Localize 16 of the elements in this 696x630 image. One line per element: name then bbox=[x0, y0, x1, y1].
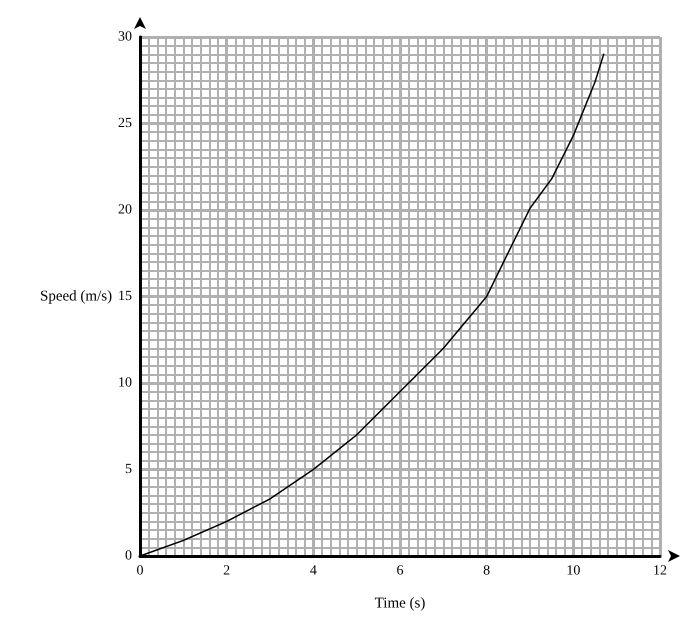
x-tick-label: 10 bbox=[566, 564, 580, 578]
y-tick-label: 25 bbox=[118, 116, 132, 131]
y-tick-label: 10 bbox=[118, 376, 132, 390]
x-tick-label: 6 bbox=[396, 564, 404, 578]
y-tick-label: 20 bbox=[118, 202, 132, 218]
x-tick-label: 0 bbox=[136, 564, 144, 578]
x-tick-label: 4 bbox=[310, 564, 317, 578]
y-tick-label: 15 bbox=[118, 289, 132, 304]
x-tick-label: 2 bbox=[223, 564, 230, 578]
x-axis-title: Time (s) bbox=[374, 596, 426, 612]
x-tick-label: 8 bbox=[483, 564, 490, 578]
x-tick-label: 12 bbox=[653, 564, 667, 578]
y-axis-title: Speed (m/s) bbox=[40, 288, 112, 304]
y-tick-label: 5 bbox=[125, 462, 132, 477]
y-tick-label: 30 bbox=[118, 30, 132, 44]
y-tick-label: 0 bbox=[125, 548, 132, 564]
